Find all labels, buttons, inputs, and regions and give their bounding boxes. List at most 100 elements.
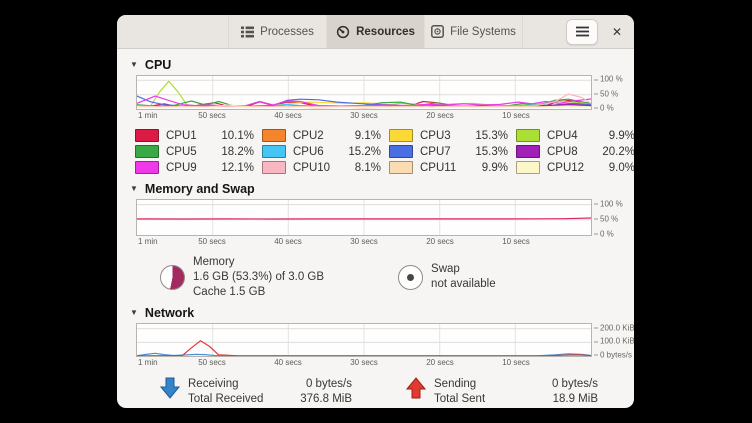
cpu-legend-item: CPU9 12.1%: [135, 160, 262, 175]
y-tick-label: 50 %: [594, 89, 618, 98]
close-button[interactable]: ✕: [611, 24, 623, 39]
cpu-chart-x-axis: 1 min 50 secs 40 secs 30 secs 20 secs 10 secs: [136, 110, 592, 121]
cpu-percent: 9.9%: [481, 161, 508, 174]
drive-icon: [431, 25, 445, 38]
cpu-percent: 8.1%: [354, 161, 381, 174]
cpu-color-swatch: [516, 145, 540, 158]
menu-button[interactable]: [566, 18, 598, 45]
cpu-color-swatch: [262, 145, 286, 158]
cpu-name: CPU9: [166, 161, 197, 174]
cpu-legend-item: CPU10 8.1%: [262, 160, 389, 175]
section-title: Memory and Swap: [144, 181, 255, 196]
cpu-percent: 15.3%: [475, 145, 508, 158]
receiving-rate: 0 bytes/s: [305, 378, 352, 390]
expander-arrow-icon: ▼: [130, 183, 138, 193]
memory-details: Memory 1.6 GB (53.3%) of 3.0 GB Cache 1.…: [193, 255, 324, 300]
cpu-legend-item: CPU11 9.9%: [389, 160, 516, 175]
cpu-legend-item: CPU2 9.1%: [262, 128, 389, 143]
memory-swap-details: Memory 1.6 GB (53.3%) of 3.0 GB Cache 1.…: [160, 254, 634, 300]
tab-label: File Systems: [450, 25, 516, 38]
sending-block: Sending Total Sent 0 bytes/s 18.9 MiB: [406, 377, 598, 407]
cpu-color-swatch: [389, 145, 413, 158]
cpu-name: CPU8: [547, 145, 578, 158]
section-title: Network: [144, 305, 195, 320]
memory-history-chart: 100 % 50 % 0 % 1 min 50 secs 40 secs 30 secs 2…: [136, 199, 634, 247]
cpu-legend-item: CPU8 20.2%: [516, 144, 634, 159]
x-tick-label: 30 secs: [350, 358, 378, 367]
x-tick-label: 50 secs: [198, 237, 226, 246]
cpu-legend-item: CPU6 15.2%: [262, 144, 389, 159]
x-tick-label: 1 min: [138, 237, 158, 246]
system-monitor-window: Processes Resources Fi: [117, 15, 634, 408]
cpu-percent: 9.1%: [354, 129, 381, 142]
cpu-legend-item: CPU4 9.9%: [516, 128, 634, 143]
network-details: Receiving Total Received 0 bytes/s 376.8…: [160, 377, 634, 407]
cpu-chart-canvas: [137, 76, 591, 109]
x-tick-label: 40 secs: [274, 237, 302, 246]
x-tick-label: 30 secs: [350, 111, 378, 120]
cpu-percent: 9.0%: [608, 161, 634, 174]
tab-processes[interactable]: Processes: [229, 15, 327, 48]
cpu-history-chart: 100 % 50 % 0 % 1 min 50 secs 40 secs 30 secs 2…: [136, 75, 634, 121]
memory-label: Memory: [193, 255, 235, 268]
y-tick-label: 50 %: [594, 214, 618, 223]
cpu-percent: 20.2%: [602, 145, 634, 158]
x-tick-label: 50 secs: [198, 111, 226, 120]
cpu-name: CPU10: [293, 161, 331, 174]
cpu-percent: 10.1%: [221, 129, 254, 142]
expander-arrow-icon: ▼: [130, 59, 138, 69]
hamburger-icon: [575, 26, 589, 37]
cpu-chart-y-axis: 100 % 50 % 0 %: [594, 75, 634, 113]
total-received-value: 376.8 MiB: [300, 393, 352, 405]
network-chart-y-axis: 200.0 KiB/s 100.0 KiB/s 0 bytes/s: [594, 323, 634, 359]
cpu-percent: 9.9%: [608, 129, 634, 142]
sending-label: Sending: [434, 378, 477, 390]
cpu-name: CPU7: [420, 145, 451, 158]
tab-label: Resources: [356, 25, 415, 38]
cpu-name: CPU3: [420, 129, 451, 142]
tab-file-systems[interactable]: File Systems: [425, 15, 522, 48]
cpu-legend-item: CPU7 15.3%: [389, 144, 516, 159]
tab-label: Processes: [260, 25, 314, 38]
cpu-color-swatch: [389, 161, 413, 174]
cpu-color-swatch: [389, 129, 413, 142]
receiving-block: Receiving Total Received 0 bytes/s 376.8…: [160, 377, 352, 407]
cpu-name: CPU1: [166, 129, 197, 142]
cpu-legend-item: CPU12 9.0%: [516, 160, 634, 175]
cpu-name: CPU4: [547, 129, 578, 142]
cpu-name: CPU5: [166, 145, 197, 158]
swap-details: Swap not available: [398, 262, 496, 292]
receiving-label: Receiving: [188, 378, 239, 390]
total-received-label: Total Received: [188, 393, 264, 405]
x-tick-label: 10 secs: [502, 237, 530, 246]
cpu-legend-item: CPU3 15.3%: [389, 128, 516, 143]
cpu-color-swatch: [135, 129, 159, 142]
y-tick-label: 200.0 KiB/s: [594, 323, 634, 332]
x-tick-label: 40 secs: [274, 358, 302, 367]
cpu-color-swatch: [262, 129, 286, 142]
section-title: CPU: [144, 57, 172, 72]
memory-pie-icon: [160, 264, 185, 290]
cpu-name: CPU6: [293, 145, 324, 158]
view-switcher: Processes Resources Fi: [228, 15, 523, 48]
cpu-percent: 12.1%: [221, 161, 254, 174]
x-tick-label: 1 min: [138, 111, 158, 120]
swap-label: Swap: [431, 263, 460, 275]
speedometer-icon: [336, 25, 350, 38]
cpu-color-swatch: [135, 145, 159, 158]
memory-section-header[interactable]: ▼ Memory and Swap: [117, 180, 634, 197]
cpu-percent: 18.2%: [221, 145, 254, 158]
swap-status: not available: [431, 278, 496, 290]
cpu-section-header[interactable]: ▼ CPU: [117, 56, 634, 73]
cpu-percent: 15.3%: [475, 129, 508, 142]
cpu-legend-item: CPU5 18.2%: [135, 144, 262, 159]
cpu-color-swatch: [262, 161, 286, 174]
cpu-color-swatch: [516, 161, 540, 174]
x-tick-label: 10 secs: [502, 358, 530, 367]
y-tick-label: 0 bytes/s: [594, 351, 632, 360]
y-tick-label: 100 %: [594, 199, 623, 208]
network-section-header[interactable]: ▼ Network: [117, 304, 634, 321]
x-tick-label: 10 secs: [502, 111, 530, 120]
tab-resources[interactable]: Resources: [327, 15, 425, 48]
